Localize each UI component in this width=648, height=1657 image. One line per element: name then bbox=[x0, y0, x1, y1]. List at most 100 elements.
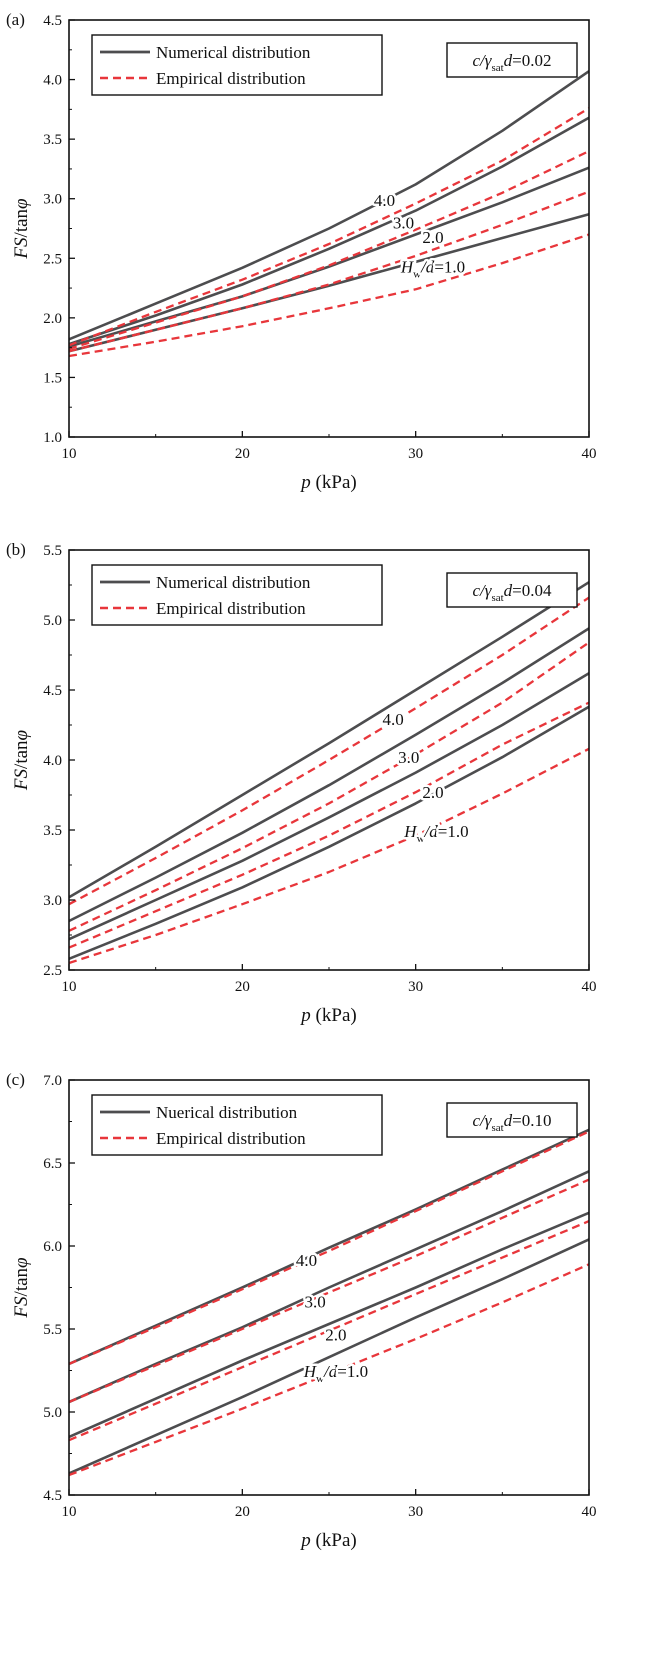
parameter-box: c/γsatd=0.10 bbox=[446, 1102, 578, 1138]
y-tick-label: 7.0 bbox=[43, 1073, 62, 1089]
y-axis-label: FS/tanφ bbox=[11, 730, 32, 791]
x-tick-label: 20 bbox=[235, 979, 250, 995]
empirical-line-3 bbox=[68, 701, 590, 949]
legend-numerical-label: Numerical distribution bbox=[156, 573, 311, 592]
legend-empirical-label: Empirical distribution bbox=[156, 1129, 306, 1148]
y-tick-label: 2.0 bbox=[43, 311, 62, 327]
y-tick-label: 2.5 bbox=[43, 963, 62, 979]
panel-label: (a) bbox=[6, 10, 25, 29]
series-group bbox=[68, 581, 590, 965]
y-tick-label: 3.0 bbox=[43, 893, 62, 909]
x-axis-label: p (kPa) bbox=[299, 472, 356, 493]
y-tick-label: 3.5 bbox=[43, 132, 62, 148]
numerical-line-4 bbox=[68, 705, 590, 961]
empirical-line-4 bbox=[68, 1263, 590, 1477]
parameter-label: c/γsatd=0.04 bbox=[472, 581, 552, 604]
empirical-line-1 bbox=[68, 596, 590, 906]
numerical-line-3 bbox=[68, 1211, 590, 1439]
numerical-line-1 bbox=[68, 581, 590, 899]
hw-annotation: Hw/d=1.0 bbox=[303, 1362, 368, 1385]
empirical-line-2 bbox=[68, 150, 590, 350]
legend: Nuerical distribution Empirical distribut… bbox=[91, 1094, 383, 1156]
curve-label: 4.0 bbox=[383, 710, 404, 729]
legend-numerical-label: Numerical distribution bbox=[156, 43, 311, 62]
x-tick-label: 10 bbox=[62, 446, 77, 462]
numerical-line-3 bbox=[68, 166, 590, 348]
y-tick-label: 5.0 bbox=[43, 613, 62, 629]
y-tick-label: 2.5 bbox=[43, 251, 62, 267]
parameter-frame bbox=[446, 572, 578, 608]
empirical-line-2 bbox=[68, 641, 590, 932]
empirical-line-4 bbox=[68, 747, 590, 965]
parameter-frame bbox=[446, 1102, 578, 1138]
curve-label: 4.0 bbox=[296, 1251, 317, 1270]
x-tick-label: 10 bbox=[62, 1504, 77, 1520]
curve-label: 2.0 bbox=[422, 783, 443, 802]
legend-numerical-label: Nuerical distribution bbox=[156, 1103, 298, 1122]
empirical-line-3 bbox=[68, 1220, 590, 1442]
numerical-line-1 bbox=[68, 70, 590, 341]
y-tick-label: 1.5 bbox=[43, 370, 62, 386]
numerical-line-4 bbox=[68, 212, 590, 353]
x-tick-label: 30 bbox=[408, 1504, 423, 1520]
x-tick-label: 30 bbox=[408, 979, 423, 995]
y-tick-label: 5.0 bbox=[43, 1405, 62, 1421]
curve-label: 2.0 bbox=[325, 1326, 346, 1345]
legend: Numerical distribution Empirical distribu… bbox=[91, 564, 383, 626]
y-tick-label: 4.0 bbox=[43, 753, 62, 769]
x-tick-label: 40 bbox=[582, 446, 597, 462]
chart-panel-b: 4.03.02.0Hw/d=1.010 20 30 402.53.03.54.04.5… bbox=[6, 540, 597, 1026]
legend-empirical-label: Empirical distribution bbox=[156, 599, 306, 618]
empirical-line-1 bbox=[68, 1130, 590, 1365]
y-tick-label: 4.5 bbox=[43, 683, 62, 699]
y-tick-label: 4.5 bbox=[43, 13, 62, 29]
series-group bbox=[68, 70, 590, 358]
empirical-line-3 bbox=[68, 190, 590, 353]
x-tick-label: 30 bbox=[408, 446, 423, 462]
y-tick-label: 5.5 bbox=[43, 1322, 62, 1338]
parameter-box: c/γsatd=0.02 bbox=[446, 42, 578, 78]
x-tick-label: 10 bbox=[62, 979, 77, 995]
legend-empirical-label: Empirical distribution bbox=[156, 69, 306, 88]
x-tick-label: 40 bbox=[582, 979, 597, 995]
legend-box bbox=[91, 564, 383, 626]
legend-box bbox=[91, 1094, 383, 1156]
y-axis-label: FS/tanφ bbox=[11, 198, 32, 259]
curve-label: 3.0 bbox=[305, 1292, 326, 1311]
y-tick-label: 1.0 bbox=[43, 430, 62, 446]
y-tick-label: 5.5 bbox=[43, 543, 62, 559]
numerical-line-2 bbox=[68, 627, 590, 923]
hw-annotation: Hw/d=1.0 bbox=[403, 822, 468, 845]
legend: Numerical distribution Empirical distribu… bbox=[91, 34, 383, 96]
curve-label: 3.0 bbox=[393, 214, 414, 233]
empirical-line-4 bbox=[68, 233, 590, 358]
x-axis-label: p (kPa) bbox=[299, 1005, 356, 1026]
legend-box bbox=[91, 34, 383, 96]
y-tick-label: 4.5 bbox=[43, 1488, 62, 1504]
y-tick-label: 6.0 bbox=[43, 1239, 62, 1255]
hw-annotation: Hw/d=1.0 bbox=[400, 258, 465, 281]
x-tick-label: 20 bbox=[235, 446, 250, 462]
parameter-label: c/γsatd=0.10 bbox=[472, 1111, 551, 1134]
numerical-line-3 bbox=[68, 672, 590, 941]
x-axis-label: p (kPa) bbox=[299, 1530, 356, 1551]
numerical-line-2 bbox=[68, 1170, 590, 1404]
curve-label: 4.0 bbox=[374, 191, 395, 210]
x-tick-label: 40 bbox=[582, 1504, 597, 1520]
series-group bbox=[68, 1128, 590, 1477]
numerical-line-1 bbox=[68, 1128, 590, 1366]
chart-panel-a: 4.0 3.0 2.0 Hw/d=1.0 10 20 30 40 1.0 1.5 2.0 2.5 3.0… bbox=[6, 10, 597, 493]
numerical-line-2 bbox=[68, 116, 590, 346]
curve-label: 3.0 bbox=[398, 748, 419, 767]
numerical-line-4 bbox=[68, 1238, 590, 1475]
empirical-line-1 bbox=[68, 107, 590, 347]
curve-label: 2.0 bbox=[422, 228, 443, 247]
parameter-label: c/γsatd=0.02 bbox=[472, 51, 551, 74]
y-tick-label: 3.5 bbox=[43, 823, 62, 839]
chart-panel-c: 4.0 3.0 2.0 Hw/d=1.0 10 20 30 40 4.5 5.0 5.5 6.0 6.5… bbox=[6, 1070, 597, 1551]
empirical-line-2 bbox=[68, 1178, 590, 1404]
panel-label: (c) bbox=[6, 1070, 25, 1089]
y-axis-label: FS/tanφ bbox=[11, 1257, 32, 1318]
y-tick-label: 4.0 bbox=[43, 73, 62, 89]
